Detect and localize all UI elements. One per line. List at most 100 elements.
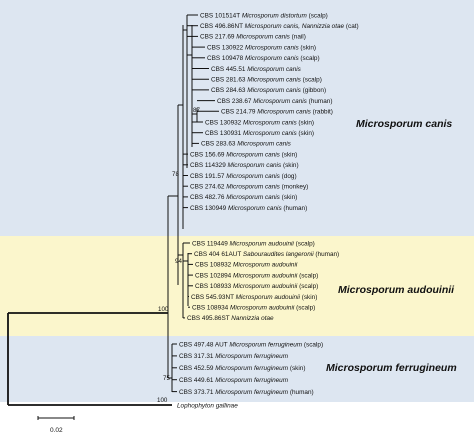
leaf-strain-id: CBS 449.61 [179,377,215,384]
leaf-species: Microsporum ferrugineum [215,377,288,384]
clade-label-audouinii: Microsporum audouinii [338,284,455,296]
leaf-label: CBS 284.63 Microsporum canis (gibbon) [211,87,326,94]
bootstrap-root: 100 [158,306,169,313]
leaf-label: CBS 445.51 Microsporum canis [211,66,302,73]
leaf-source: (scalp) [307,12,328,19]
leaf-source: (skin) [288,365,305,372]
leaf-species: Microsporum ferrugineum [215,365,288,372]
leaf-connectors [172,14,219,393]
leaf-strain-id: CBS 130931 [205,130,243,137]
leaf-strain-id: CBS 108932 [195,262,233,269]
leaf-species: Microsporum distortum [242,12,308,19]
leaf-source: (cat) [344,23,359,30]
leaf-source: (skin) [299,44,316,51]
leaf-strain-id: CBS 545.93NT [191,294,236,301]
leaf-label: CBS 156.69 Microsporum canis (skin) [190,151,297,158]
leaf-species: Microsporum canis [247,87,301,94]
leaf-source: (monkey) [280,184,308,191]
leaf-strain-id: CBS 497.48 AUT [179,341,229,348]
leaf-strain-id: CBS 496.86NT [200,23,245,30]
bootstrap-audouinii: 94 [175,258,182,265]
leaf-label: CBS 108932 Microsporum audouinii [195,262,298,269]
leaf-label: CBS 130931 Microsporum canis (skin) [205,130,314,137]
leaf-species: Microsporum audouinii [233,272,298,279]
ferrugineum-band [0,336,474,402]
leaf-label: CBS 449.61 Microsporum ferrugineum [179,377,289,384]
tree-branches [7,15,198,406]
leaf-strain-id: CBS 156.69 [190,151,226,158]
leaf-strain-id: CBS 404 61AUT [194,251,243,258]
leaf-label: CBS 108933 Microsporum audouinii (scalp) [195,283,318,290]
leaf-species: Nannizzia otae [231,315,274,322]
bootstrap-outgroup: 100 [157,397,168,404]
bootstrap-ferrugineum: 75 [163,375,170,382]
leaf-species: Microsporum audouinii [236,294,301,301]
leaf-species: Microsporum canis [247,66,301,73]
leaf-label: CBS 101514T Microsporum distortum (scalp… [200,12,328,19]
leaf-species: Microsporum canis [226,151,280,158]
leaf-species: Microsporum canis [247,77,301,84]
leaf-species: Microsporum canis [236,34,290,41]
leaf-strain-id: CBS 452.59 [179,365,215,372]
leaf-species: Microsporum canis [245,55,299,62]
leaf-species: Sabouraudites langeronii [243,251,314,258]
leaf-source: (skin) [297,119,314,126]
leaf-strain-id: CBS 130932 [205,119,243,126]
leaf-label: CBS 545.93NT Microsporum audouinii (skin… [191,294,317,301]
clade-label-ferrugineum: Microsporum ferrugineum [326,362,457,374]
leaf-species: Lophophyton gallinae [177,402,238,409]
leaf-source: (human) [307,98,333,105]
leaf-strain-id: CBS 281.63 [211,77,247,84]
leaf-species: Microsporum canis [243,119,297,126]
leaf-label: CBS 114329 Microsporum canis (skin) [190,162,299,169]
leaf-source: (nail) [290,34,306,41]
leaf-species: Microsporum canis [237,141,291,148]
leaf-strain-id: CBS 101514T [200,12,242,19]
leaf-label: CBS 214.79 Microsporum canis (rabbit) [221,109,333,116]
leaf-source: (gibbon) [301,87,326,94]
leaf-strain-id: CBS 214.79 [221,109,257,116]
leaf-label: CBS 191.57 Microsporum canis (dog) [190,173,297,180]
leaf-source: (scalp) [302,341,323,348]
leaf-species: Microsporum audouinii [233,262,298,269]
leaf-label: CBS 317.31 Microsporum ferrugineum [179,353,289,360]
leaf-strain-id: CBS 373.71 [179,389,215,396]
leaf-source: (scalp) [294,240,315,247]
leaf-strain-id: CBS 445.51 [211,66,247,73]
leaf-strain-id: CBS 482.76 [190,194,226,201]
leaf-strain-id: CBS 495.86ST [187,315,231,322]
leaf-label: CBS 274.62 Microsporum canis (monkey) [190,184,308,191]
leaf-source: (skin) [280,151,297,158]
leaf-species: Microsporum audouinii [230,240,295,247]
leaf-species: Microsporum canis [257,109,311,116]
leaf-species: Microsporum canis [228,205,282,212]
leaf-source: (skin) [280,194,297,201]
leaf-species: Microsporum canis, Nannizzia otae [245,23,345,30]
leaf-label: CBS 497.48 AUT Microsporum ferrugineum (… [179,341,323,348]
leaf-strain-id: CBS 317.31 [179,353,215,360]
leaf-species: Microsporum audouinii [233,283,298,290]
leaf-strain-id: CBS 102894 [195,272,233,279]
leaf-label: CBS 482.76 Microsporum canis (skin) [190,194,297,201]
leaf-source: (skin) [297,130,314,137]
leaf-strain-id: CBS 109478 [207,55,245,62]
leaf-label: CBS 108934 Microsporum audouinii (scalp) [192,305,315,312]
leaf-label: CBS 495.86ST Nannizzia otae [187,315,274,322]
leaf-label: CBS 130932 Microsporum canis (skin) [205,119,314,126]
canis-band [0,0,474,236]
leaf-species: Microsporum canis [226,184,280,191]
leaf-label: CBS 119449 Microsporum audouinii (scalp) [192,240,315,247]
leaf-label: CBS 404 61AUT Sabouraudites langeronii (… [194,251,339,258]
clade-label-canis: Microsporum canis [356,118,452,130]
leaf-source: (dog) [280,173,297,180]
leaf-species: Microsporum ferrugineum [229,341,302,348]
leaf-strain-id: CBS 130922 [207,44,245,51]
scale-bar-label: 0.02 [50,427,63,434]
leaf-strain-id: CBS 274.62 [190,184,226,191]
leaf-label: CBS 452.59 Microsporum ferrugineum (skin… [179,365,305,372]
leaf-strain-id: CBS 130949 [190,205,228,212]
leaf-source: (rabbit) [311,109,333,116]
leaf-species: Microsporum canis [253,98,307,105]
leaf-source: (scalp) [299,55,320,62]
leaf-species: Microsporum ferrugineum [215,389,288,396]
